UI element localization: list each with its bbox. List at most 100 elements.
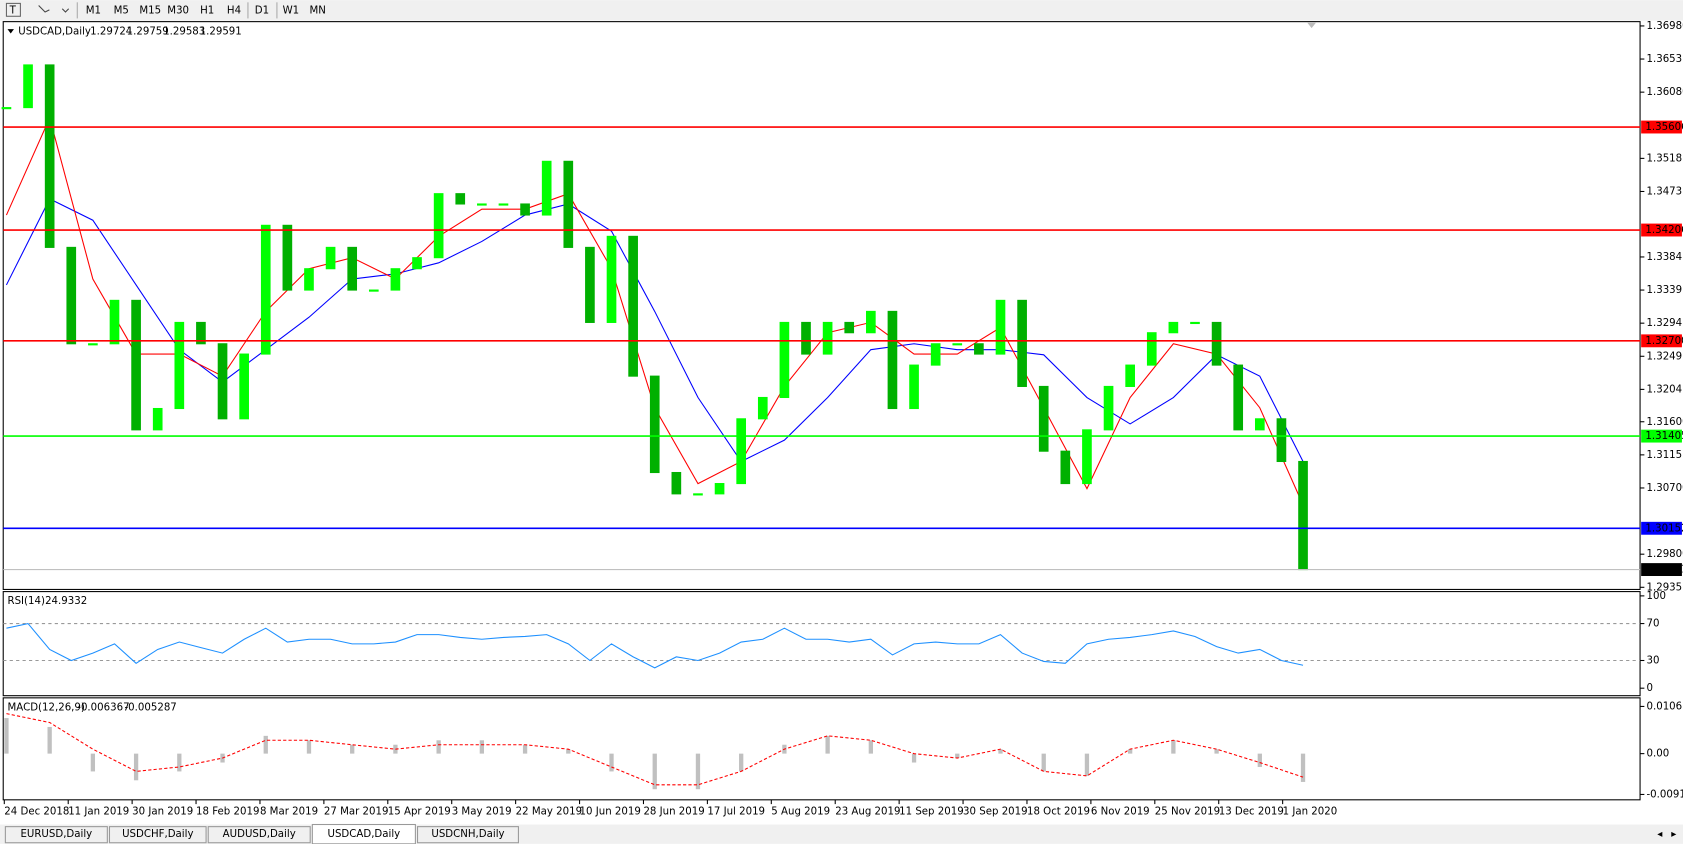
quote-value: 1.29724	[90, 26, 132, 37]
macd-bar	[998, 749, 1003, 754]
candle-body	[693, 493, 703, 496]
y-tick-label: 1.3518	[1647, 153, 1683, 164]
candle-body	[1, 107, 12, 110]
y-tick-label: 1.29800	[1647, 549, 1683, 560]
candle-body	[23, 64, 33, 109]
x-tick-label: 22 May 2019	[516, 807, 582, 818]
candle-body	[866, 310, 876, 334]
macd-bar	[306, 740, 312, 754]
macd-bar	[1171, 740, 1176, 754]
candle-body	[347, 246, 358, 291]
macd-bar	[868, 740, 873, 754]
shift-marker	[1307, 22, 1316, 29]
tool-icon[interactable]	[38, 5, 70, 13]
macd-panel	[2, 697, 1641, 801]
level-label-box	[1641, 334, 1682, 348]
collapse-triangle[interactable]	[7, 29, 14, 34]
tab-scroll-right[interactable]: ▸	[1671, 829, 1677, 840]
tab-label[interactable]: USDCNH,Daily	[431, 829, 504, 840]
y-tick-label: 1.3294	[1647, 318, 1683, 329]
x-tick-label: 27 Mar 2019	[324, 807, 389, 818]
rsi-line	[6, 622, 1304, 669]
timeframe-button[interactable]: M30	[167, 5, 189, 16]
macd-bar	[436, 740, 441, 754]
candle-body	[844, 321, 855, 334]
x-tick-label: 8 Mar 2019	[260, 807, 318, 818]
candle-body	[1276, 418, 1287, 463]
y-tick-label: -0.009181	[1647, 789, 1683, 800]
tab-label[interactable]: USDCAD,Daily	[328, 829, 401, 840]
quote-value: 1.29591	[200, 26, 242, 37]
candle-body	[1038, 385, 1049, 452]
x-tick-label: 5 Aug 2019	[771, 807, 830, 818]
candle-body	[952, 343, 963, 346]
candle-body	[930, 343, 941, 366]
timeframe-button[interactable]: D1	[255, 5, 269, 16]
indicator-value: 24.9332	[45, 596, 87, 607]
candle-body	[649, 375, 660, 474]
x-tick-label: 6 Nov 2019	[1091, 807, 1150, 818]
y-tick-label: 1.30700	[1647, 483, 1683, 494]
timeframe-button[interactable]: H1	[200, 5, 214, 16]
candle-body	[1146, 332, 1157, 366]
candle-body	[1082, 429, 1092, 485]
timeframe-button[interactable]: M15	[139, 5, 161, 16]
macd-bar	[825, 735, 830, 754]
chart-title: USDCAD,Daily	[18, 26, 91, 37]
candle-body	[995, 299, 1006, 355]
macd-bar	[911, 753, 917, 763]
candle-body	[563, 160, 574, 248]
indicator-value: -0.005287	[125, 703, 177, 714]
y-tick-label: 0.010615	[1647, 701, 1683, 712]
x-tick-label: 3 May 2019	[452, 807, 512, 818]
tab-label[interactable]: USDCHF,Daily	[122, 829, 193, 840]
level-label: 1.35606	[1645, 122, 1683, 133]
text-tool-icon: T	[9, 5, 17, 16]
tab[interactable]	[207, 826, 311, 844]
level-label: 1.30152	[1645, 523, 1683, 534]
text-tool[interactable]	[5, 2, 21, 17]
quote-value: 1.29583	[163, 26, 205, 37]
candle-body	[1168, 321, 1179, 334]
tab-label[interactable]: EURUSD,Daily	[20, 829, 92, 840]
y-tick-label: 1.3473	[1647, 186, 1683, 197]
rsi-panel	[2, 591, 1641, 697]
candle-body	[887, 310, 898, 410]
timeframe-button[interactable]: M5	[114, 5, 129, 16]
candle-body	[520, 203, 530, 216]
candle-body	[88, 343, 98, 346]
toolbar	[0, 0, 1683, 21]
candle-body	[217, 343, 228, 420]
indicator-title: RSI(14)	[8, 596, 45, 607]
macd-bar	[133, 753, 139, 781]
macd-bar	[4, 718, 9, 754]
tab[interactable]	[416, 826, 519, 844]
candle-body	[325, 246, 336, 270]
macd-bar	[1128, 749, 1133, 754]
macd-bar	[479, 740, 485, 754]
level-label-box	[1641, 563, 1682, 577]
macd-bar	[566, 749, 571, 754]
macd-bar	[1041, 753, 1046, 772]
timeframe-button[interactable]: MN	[309, 5, 325, 16]
candle-body	[801, 321, 811, 355]
macd-bar	[350, 744, 355, 754]
macd-bar	[177, 753, 182, 772]
tab-scroll-left[interactable]: ◂	[1657, 829, 1663, 840]
timeframe-button[interactable]: M1	[86, 5, 101, 16]
tab[interactable]	[108, 826, 207, 844]
candle-body	[541, 160, 552, 216]
tab-label[interactable]: AUDUSD,Daily	[223, 829, 296, 840]
candle-body	[455, 193, 466, 205]
macd-bar	[1084, 753, 1090, 776]
timeframe-button[interactable]: H4	[227, 5, 241, 16]
candle-body	[1233, 364, 1244, 431]
candle-body	[1125, 364, 1135, 387]
signal-line	[6, 713, 1304, 786]
timeframe-button[interactable]: W1	[283, 5, 300, 16]
quote-value: 1.29759	[127, 26, 169, 37]
tab[interactable]	[4, 826, 108, 844]
macd-bar	[955, 753, 960, 759]
